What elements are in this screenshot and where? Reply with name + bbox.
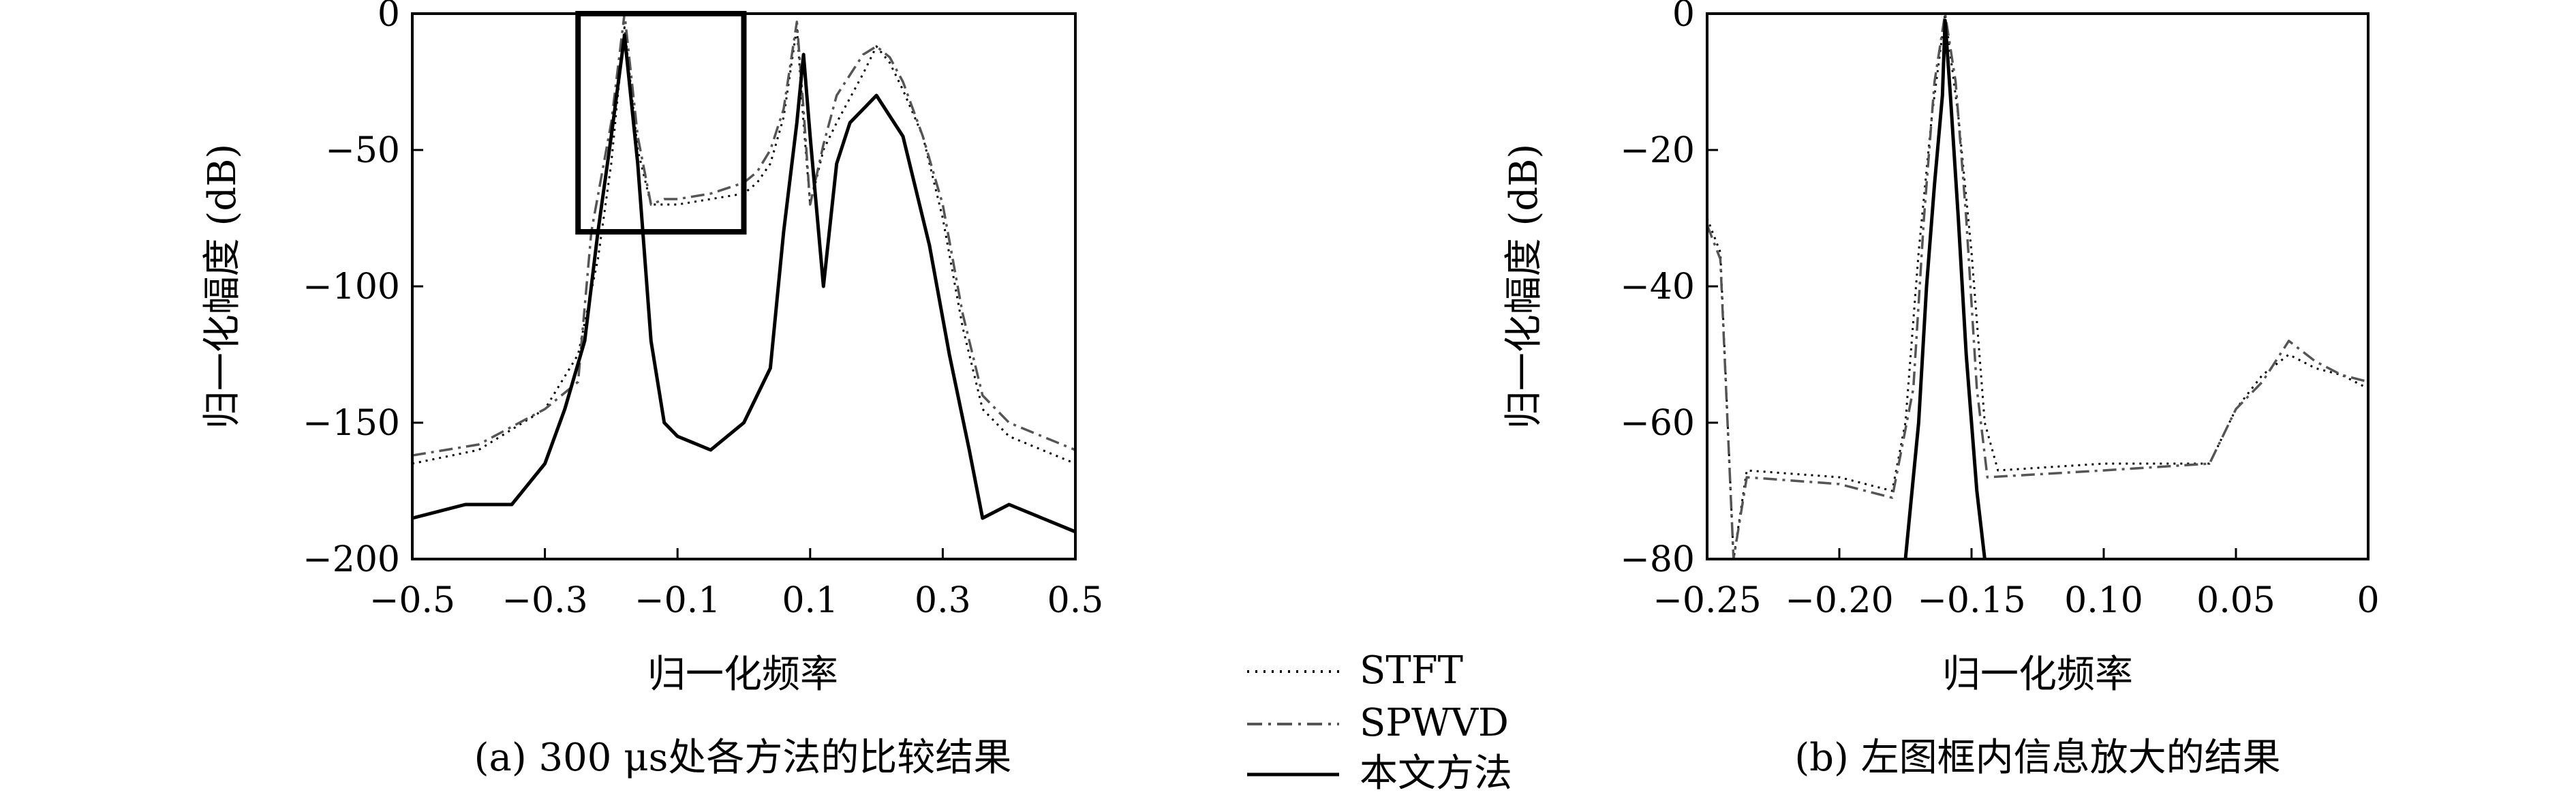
x-tick-label: −0.20 <box>1785 580 1893 621</box>
series-line-2-b <box>1706 12 2369 560</box>
caption-b: (b) 左图框内信息放大的结果 <box>1794 736 2280 780</box>
legend-label-spwvd: SPWVD <box>1360 701 1509 745</box>
x-tick-label: 0 <box>2357 580 2379 621</box>
x-tick-label: −0.5 <box>369 580 455 621</box>
y-tick-label: 0 <box>1672 0 1695 35</box>
x-tick-label: −0.15 <box>1917 580 2025 621</box>
y-ticks-a: 0 −50 −100 −150 −200 <box>303 0 423 580</box>
plot-frame-b <box>1706 12 2370 560</box>
x-tick-label: 0.05 <box>2196 580 2275 621</box>
chart-panel-a: 0 −50 −100 −150 −200 −0.5 −0.3 −0.1 0.1 0.3 0.5 归… <box>200 0 1103 780</box>
y-axis-label-a: 归一化幅度 (dB) <box>200 144 245 430</box>
series-group-a <box>412 12 1076 534</box>
x-axis-label-b: 归一化频率 <box>1942 652 2133 697</box>
legend-label-proposed: 本文方法 <box>1360 751 1512 796</box>
y-tick-label: 0 <box>378 0 400 35</box>
x-tick-label: 0.5 <box>1047 580 1104 621</box>
chart-panel-b: 0 −20 −40 −60 −80 −0.25 −0.20 −0.15 0.10 0.05 0 归… <box>1502 0 2380 780</box>
x-tick-label: 0.3 <box>915 580 971 621</box>
x-tick-label: 0.10 <box>2064 580 2143 621</box>
x-tick-label: −0.3 <box>502 580 587 621</box>
x-tick-label: 0.1 <box>782 580 838 621</box>
y-tick-label: −40 <box>1620 267 1695 307</box>
x-tick-label: −0.1 <box>634 580 720 621</box>
y-axis-label-b: 归一化幅度 (dB) <box>1502 144 1546 430</box>
y-tick-label: −150 <box>303 403 400 444</box>
series-line-1-a <box>412 26 1076 465</box>
x-axis-label-a: 归一化频率 <box>647 652 838 697</box>
y-tick-label: −200 <box>303 539 400 580</box>
y-tick-label: −20 <box>1620 130 1695 171</box>
y-tick-label: −80 <box>1620 539 1695 580</box>
series-line-1-b <box>1706 12 2369 560</box>
x-tick-label: −0.25 <box>1653 580 1761 621</box>
y-ticks-b: 0 −20 −40 −60 −80 <box>1620 0 1718 580</box>
x-ticks-b: −0.25 −0.20 −0.15 0.10 0.05 0 <box>1653 548 2380 621</box>
y-tick-label: −100 <box>303 267 400 307</box>
series-line-3-a <box>412 33 1076 534</box>
caption-a: (a) 300 μs处各方法的比较结果 <box>474 736 1012 780</box>
series-line-2-a <box>412 12 1076 457</box>
y-tick-label: −50 <box>325 130 400 171</box>
series-line-3-b <box>1903 18 1987 560</box>
x-ticks-a: −0.5 −0.3 −0.1 0.1 0.3 0.5 <box>369 548 1103 621</box>
series-group-b <box>1706 12 2369 560</box>
legend: STFT SPWVD 本文方法 <box>1247 648 1512 796</box>
legend-label-stft: STFT <box>1360 648 1463 693</box>
y-tick-label: −60 <box>1620 403 1695 444</box>
